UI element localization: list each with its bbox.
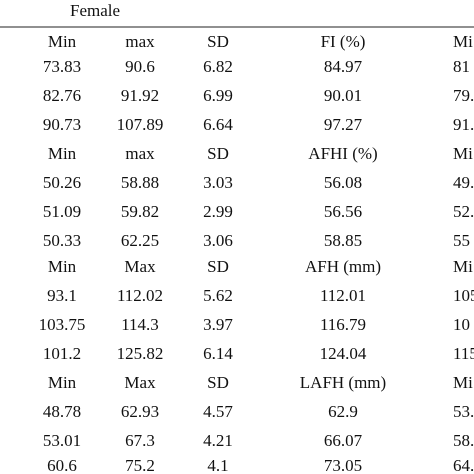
table-cell: 56.08 bbox=[324, 173, 362, 192]
table-cell: 3.03 bbox=[203, 173, 233, 192]
table-cell: 62.25 bbox=[121, 231, 159, 250]
table-cell: 50.33 bbox=[43, 231, 81, 250]
table-cell: 53. bbox=[453, 402, 474, 421]
column-header: FI (%) bbox=[321, 32, 366, 51]
column-header: Mi bbox=[453, 144, 473, 163]
column-header: Max bbox=[124, 373, 156, 392]
table-cell: 112.01 bbox=[320, 286, 366, 305]
table-cell: 48.78 bbox=[43, 402, 81, 421]
table-cell: 82.76 bbox=[43, 86, 81, 105]
table-cell: 67.3 bbox=[125, 431, 155, 450]
column-header: max bbox=[125, 32, 155, 51]
column-header: Mi bbox=[453, 32, 473, 51]
table-cell: 75.2 bbox=[125, 456, 155, 474]
table-cell: 112.02 bbox=[117, 286, 163, 305]
column-header: SD bbox=[207, 144, 229, 163]
table-cell: 53.01 bbox=[43, 431, 81, 450]
column-header: LAFH (mm) bbox=[300, 373, 386, 392]
table-cell: 114.3 bbox=[121, 315, 159, 334]
table-cell: 90.6 bbox=[125, 57, 155, 76]
table-cell: 6.99 bbox=[203, 86, 233, 105]
table-cell: 73.05 bbox=[324, 456, 362, 474]
column-header: Max bbox=[124, 257, 156, 276]
column-header: SD bbox=[207, 373, 229, 392]
column-header: Mi bbox=[453, 257, 473, 276]
table-cell: 4.21 bbox=[203, 431, 233, 450]
table-cell: 66.07 bbox=[324, 431, 363, 450]
table-cell: 64. bbox=[453, 456, 474, 474]
table-cell: 107.89 bbox=[117, 115, 164, 134]
column-header: Min bbox=[48, 257, 77, 276]
table-cell: 79. bbox=[453, 86, 474, 105]
column-header: Mi bbox=[453, 373, 473, 392]
table-cell: 55 bbox=[453, 231, 470, 250]
column-header: Min bbox=[48, 373, 77, 392]
table-cell: 81 bbox=[453, 57, 470, 76]
table-cell: 4.1 bbox=[207, 456, 228, 474]
table-cell: 93.1 bbox=[47, 286, 77, 305]
table-cell: 90.73 bbox=[43, 115, 81, 134]
table-cell: 97.27 bbox=[324, 115, 363, 134]
table-cell: 116.79 bbox=[320, 315, 366, 334]
table-cell: 49. bbox=[453, 173, 474, 192]
column-header: AFHI (%) bbox=[308, 144, 377, 163]
table-cell: 91. bbox=[453, 115, 474, 134]
table-cell: 115 bbox=[453, 344, 474, 363]
table-cell: 6.82 bbox=[203, 57, 233, 76]
table-cell: 124.04 bbox=[320, 344, 367, 363]
table-cell: 59.82 bbox=[121, 202, 159, 221]
table-cell: 6.14 bbox=[203, 344, 233, 363]
table-cell: 62.93 bbox=[121, 402, 159, 421]
table-cell: 62.9 bbox=[328, 402, 358, 421]
table-cell: 60.6 bbox=[47, 456, 77, 474]
table-cell: 51.09 bbox=[43, 202, 81, 221]
table-cell: 91.92 bbox=[121, 86, 159, 105]
table-cell: 90.01 bbox=[324, 86, 362, 105]
table-cell: 58.85 bbox=[324, 231, 362, 250]
column-header: Min bbox=[48, 32, 77, 51]
table-cell: 52. bbox=[453, 202, 474, 221]
table-cell: 4.57 bbox=[203, 402, 233, 421]
column-header: max bbox=[125, 144, 155, 163]
table-cell: 101.2 bbox=[43, 344, 81, 363]
table-cell: 50.26 bbox=[43, 173, 81, 192]
table-cell: 125.82 bbox=[117, 344, 164, 363]
table-cell: 5.62 bbox=[203, 286, 233, 305]
table-cell: 3.97 bbox=[203, 315, 233, 334]
table-cell: 6.64 bbox=[203, 115, 233, 134]
table-cell: 73.83 bbox=[43, 57, 81, 76]
table-cell: 58.88 bbox=[121, 173, 159, 192]
table-cell: 56.56 bbox=[324, 202, 362, 221]
table-cell: 2.99 bbox=[203, 202, 233, 221]
table-cell: 84.97 bbox=[324, 57, 363, 76]
column-header: SD bbox=[207, 32, 229, 51]
column-header: SD bbox=[207, 257, 229, 276]
table-cell: 105 bbox=[453, 286, 474, 305]
table-cell: 58. bbox=[453, 431, 474, 450]
table-cell: 103.75 bbox=[39, 315, 86, 334]
table-cell: 10 bbox=[453, 315, 470, 334]
column-header: Min bbox=[48, 144, 77, 163]
column-header: AFH (mm) bbox=[305, 257, 381, 276]
table-cell: 3.06 bbox=[203, 231, 233, 250]
table-title: Female bbox=[70, 1, 120, 20]
